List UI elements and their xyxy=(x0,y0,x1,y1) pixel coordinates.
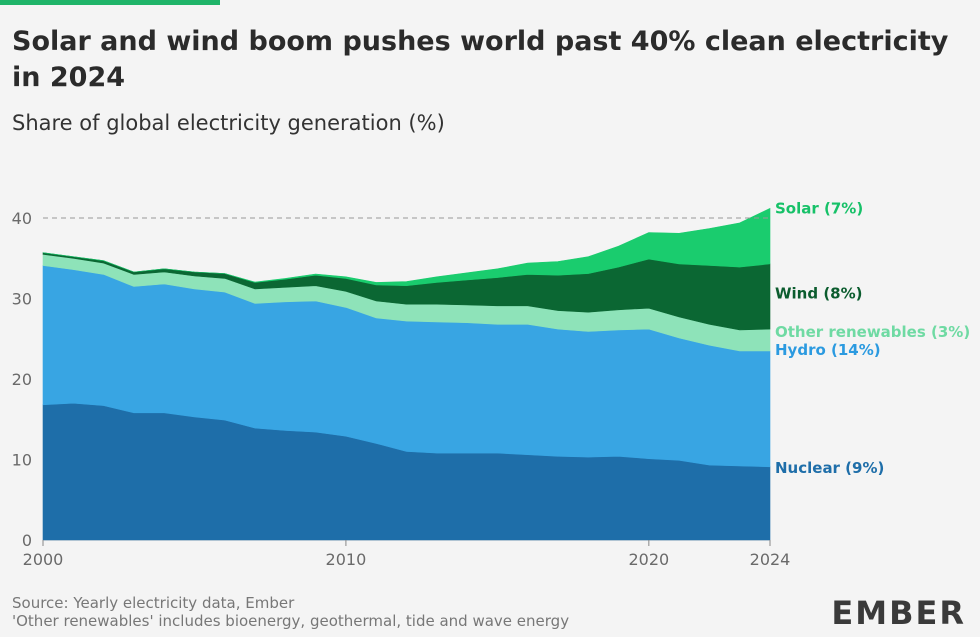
series-label-solar: Solar (7%) xyxy=(775,199,863,217)
source-note: Source: Yearly electricity data, Ember xyxy=(12,594,295,612)
x-axis-ticks: 2000 2010 2020 2024 xyxy=(23,540,791,569)
ember-logo: EMBER xyxy=(831,594,966,632)
chart-subtitle: Share of global electricity generation (… xyxy=(12,111,445,135)
x-tick-label-2000: 2000 xyxy=(23,550,64,569)
series-label-wind: Wind (8%) xyxy=(775,285,863,303)
series-label-other-renewables: Other renewables (3%) xyxy=(775,323,970,341)
y-tick-label-20: 20 xyxy=(12,370,32,389)
y-tick-label-30: 30 xyxy=(12,290,32,309)
x-tick-label-2010: 2010 xyxy=(326,550,367,569)
y-tick-label-40: 40 xyxy=(12,209,32,228)
series-label-hydro: Hydro (14%) xyxy=(775,341,881,359)
x-tick-label-2024: 2024 xyxy=(750,550,791,569)
area-solar xyxy=(42,207,771,287)
top-accent-bar xyxy=(0,0,220,5)
series-label-nuclear: Nuclear (9%) xyxy=(775,459,884,477)
y-axis-ticks: 0 10 20 30 40 xyxy=(12,209,32,550)
y-tick-label-10: 10 xyxy=(12,451,32,470)
area-series xyxy=(42,207,771,541)
y-tick-label-0: 0 xyxy=(22,531,32,550)
series-labels: Nuclear (9%) Hydro (14%)Other renewables … xyxy=(775,199,970,476)
other-renewables-note: 'Other renewables' includes bioenergy, g… xyxy=(12,612,570,630)
chart-title: Solar and wind boom pushes world past 40… xyxy=(12,26,949,93)
x-tick-label-2020: 2020 xyxy=(628,550,669,569)
